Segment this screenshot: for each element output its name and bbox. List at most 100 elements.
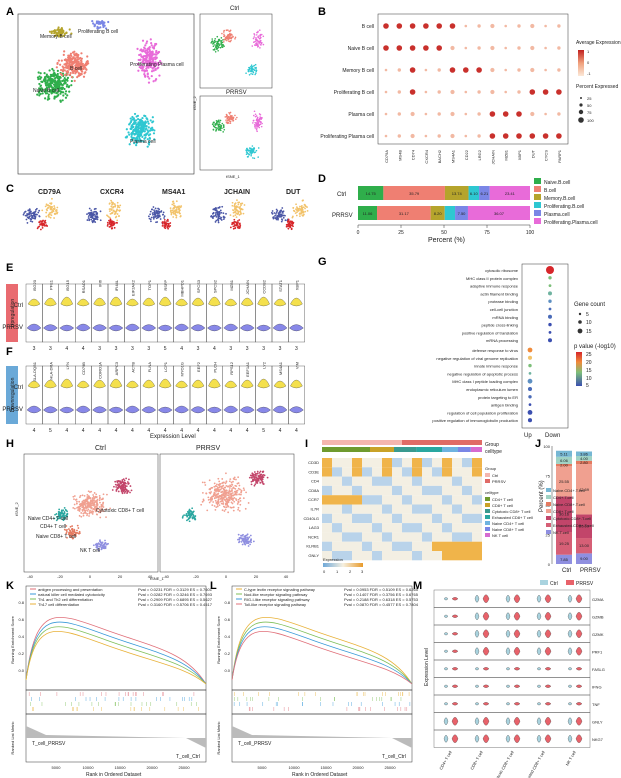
- d-cat-prrsv: PRRSV: [332, 213, 353, 219]
- c-point-low: [215, 209, 218, 212]
- a-point-prolif-plasma: [153, 65, 156, 68]
- i-heat-cell: [462, 532, 472, 542]
- c-point-mid: [235, 216, 238, 219]
- j-bar-label: 5.11: [560, 451, 568, 456]
- m-gene-label: IFNG: [592, 684, 602, 689]
- a-prrsv-point-plasma: [249, 150, 251, 152]
- a-point-naive-b: [51, 78, 54, 82]
- i-heat-cell: [382, 467, 392, 477]
- a-point-plasma: [141, 117, 144, 120]
- a-prrsv-point-prolif-plasma: [259, 123, 262, 126]
- d-tick-label: 0: [357, 230, 360, 236]
- gene-label: MZB1: [229, 279, 234, 290]
- a-prrsv-point-naive: [219, 123, 221, 126]
- h-ctrl-cyto: [114, 480, 117, 483]
- c-point-high: [234, 221, 237, 223]
- i-heat-cell: [452, 541, 462, 551]
- i-heat-cell: [352, 476, 362, 486]
- b-dot: [424, 90, 428, 94]
- m-gene-label: GZMB: [592, 614, 604, 619]
- j-bar-label: 25.55: [559, 479, 570, 484]
- h-ctrl-naive-cd8: [78, 530, 81, 533]
- a-point-prolif-plasma: [149, 65, 152, 69]
- gsea-ytick: 0.8: [18, 600, 24, 605]
- a-prrsv-point-prolif-plasma: [252, 119, 255, 122]
- h-prrsv-cd8: [237, 508, 239, 511]
- a-point-prolif-plasma: [156, 67, 159, 70]
- h-ctrl-cyto: [117, 490, 120, 493]
- b-dot: [397, 134, 401, 138]
- m-violin-ctrl: [443, 684, 449, 688]
- b-gene-label: PARP1: [557, 149, 562, 163]
- c-point-low: [32, 214, 35, 217]
- a-point-naive-b: [53, 97, 56, 100]
- c-point-high: [229, 226, 232, 229]
- c-point-mid: [108, 202, 111, 205]
- a-point-prolif-plasma: [153, 53, 157, 56]
- i-top-group: Group: [485, 442, 499, 448]
- a-prrsv-point-plasma: [249, 151, 252, 154]
- i-heat-cell: [342, 532, 352, 542]
- a-point-prolif-plasma: [143, 46, 146, 49]
- c-point-high: [237, 221, 239, 224]
- a-point-prolif-plasma: [143, 72, 146, 76]
- c-point-mid: [169, 209, 172, 212]
- c-point-high: [236, 220, 239, 222]
- m-legend-prrsv: PRRSV: [576, 581, 594, 587]
- h-ctrl-cd8: [100, 503, 103, 506]
- b-gene-label: MS4B: [397, 150, 402, 161]
- b-gene-label: XBP1: [517, 149, 522, 160]
- c-point-low: [284, 219, 287, 222]
- i-heat-cell: [402, 467, 412, 477]
- h-ctrl-nkt: [97, 545, 99, 548]
- a-point-plasma: [148, 136, 151, 140]
- b-dot: [557, 46, 561, 50]
- h-prrsv-cd8: [209, 497, 212, 499]
- c-point-high: [232, 227, 235, 230]
- a-point-naive-b: [36, 76, 40, 79]
- gsea-xtick: 25000: [178, 765, 190, 770]
- c-point-low: [151, 212, 154, 215]
- h-prrsv-naive-cd4: [188, 516, 191, 519]
- b-dot: [529, 89, 536, 95]
- h-prrsv-cd8: [217, 492, 220, 495]
- a-prrsv-point-prolif-plasma: [254, 127, 257, 129]
- side-bar: [6, 284, 18, 342]
- d-bar-segment: [455, 206, 468, 220]
- violin-prrsv: [239, 324, 255, 332]
- h-prrsv-cd8: [230, 489, 233, 492]
- i-heat-cell: [352, 541, 362, 551]
- b-dot: [423, 45, 429, 51]
- a-point-naive-b: [62, 91, 65, 94]
- i-heat-cell: [412, 467, 422, 477]
- m-violin-prrsv: [451, 667, 459, 671]
- a-point-prolif-b: [96, 21, 100, 24]
- c-point-low: [163, 215, 166, 218]
- violin-ctrl: [208, 296, 221, 307]
- a-ctrl-point-prolif-plasma: [258, 29, 261, 31]
- b-dot: [450, 133, 455, 139]
- x-tick: 4: [213, 346, 216, 352]
- a-prrsv-point-b: [225, 115, 228, 117]
- violin-ctrl: [93, 297, 106, 307]
- h-ctrl-naive-cd4: [58, 510, 60, 513]
- m-violin-ctrl: [567, 647, 573, 656]
- a-ctrl-point-plasma: [255, 66, 257, 69]
- a-ctrl-point-plasma: [255, 72, 257, 74]
- i-heat-cell: [442, 523, 452, 533]
- m-violin-prrsv: [513, 702, 521, 706]
- c-point-high: [106, 221, 109, 224]
- a-point-plasma: [144, 125, 147, 128]
- c-point-mid: [303, 203, 306, 206]
- a-ctrl-point-plasma: [254, 63, 257, 66]
- i-heat-cell: [472, 541, 482, 551]
- a-prrsv-point-naive: [215, 123, 218, 125]
- h-ctrl-naive-cd8: [68, 533, 70, 536]
- a-point-plasma: [127, 131, 130, 134]
- c-point-high: [163, 222, 166, 225]
- h-ctrl-naive-cd8: [73, 528, 76, 531]
- a-point-plasma: [133, 141, 136, 145]
- m-violin-prrsv: [513, 684, 521, 688]
- m-violin-prrsv: [575, 734, 583, 743]
- i-heat-cell: [422, 485, 432, 496]
